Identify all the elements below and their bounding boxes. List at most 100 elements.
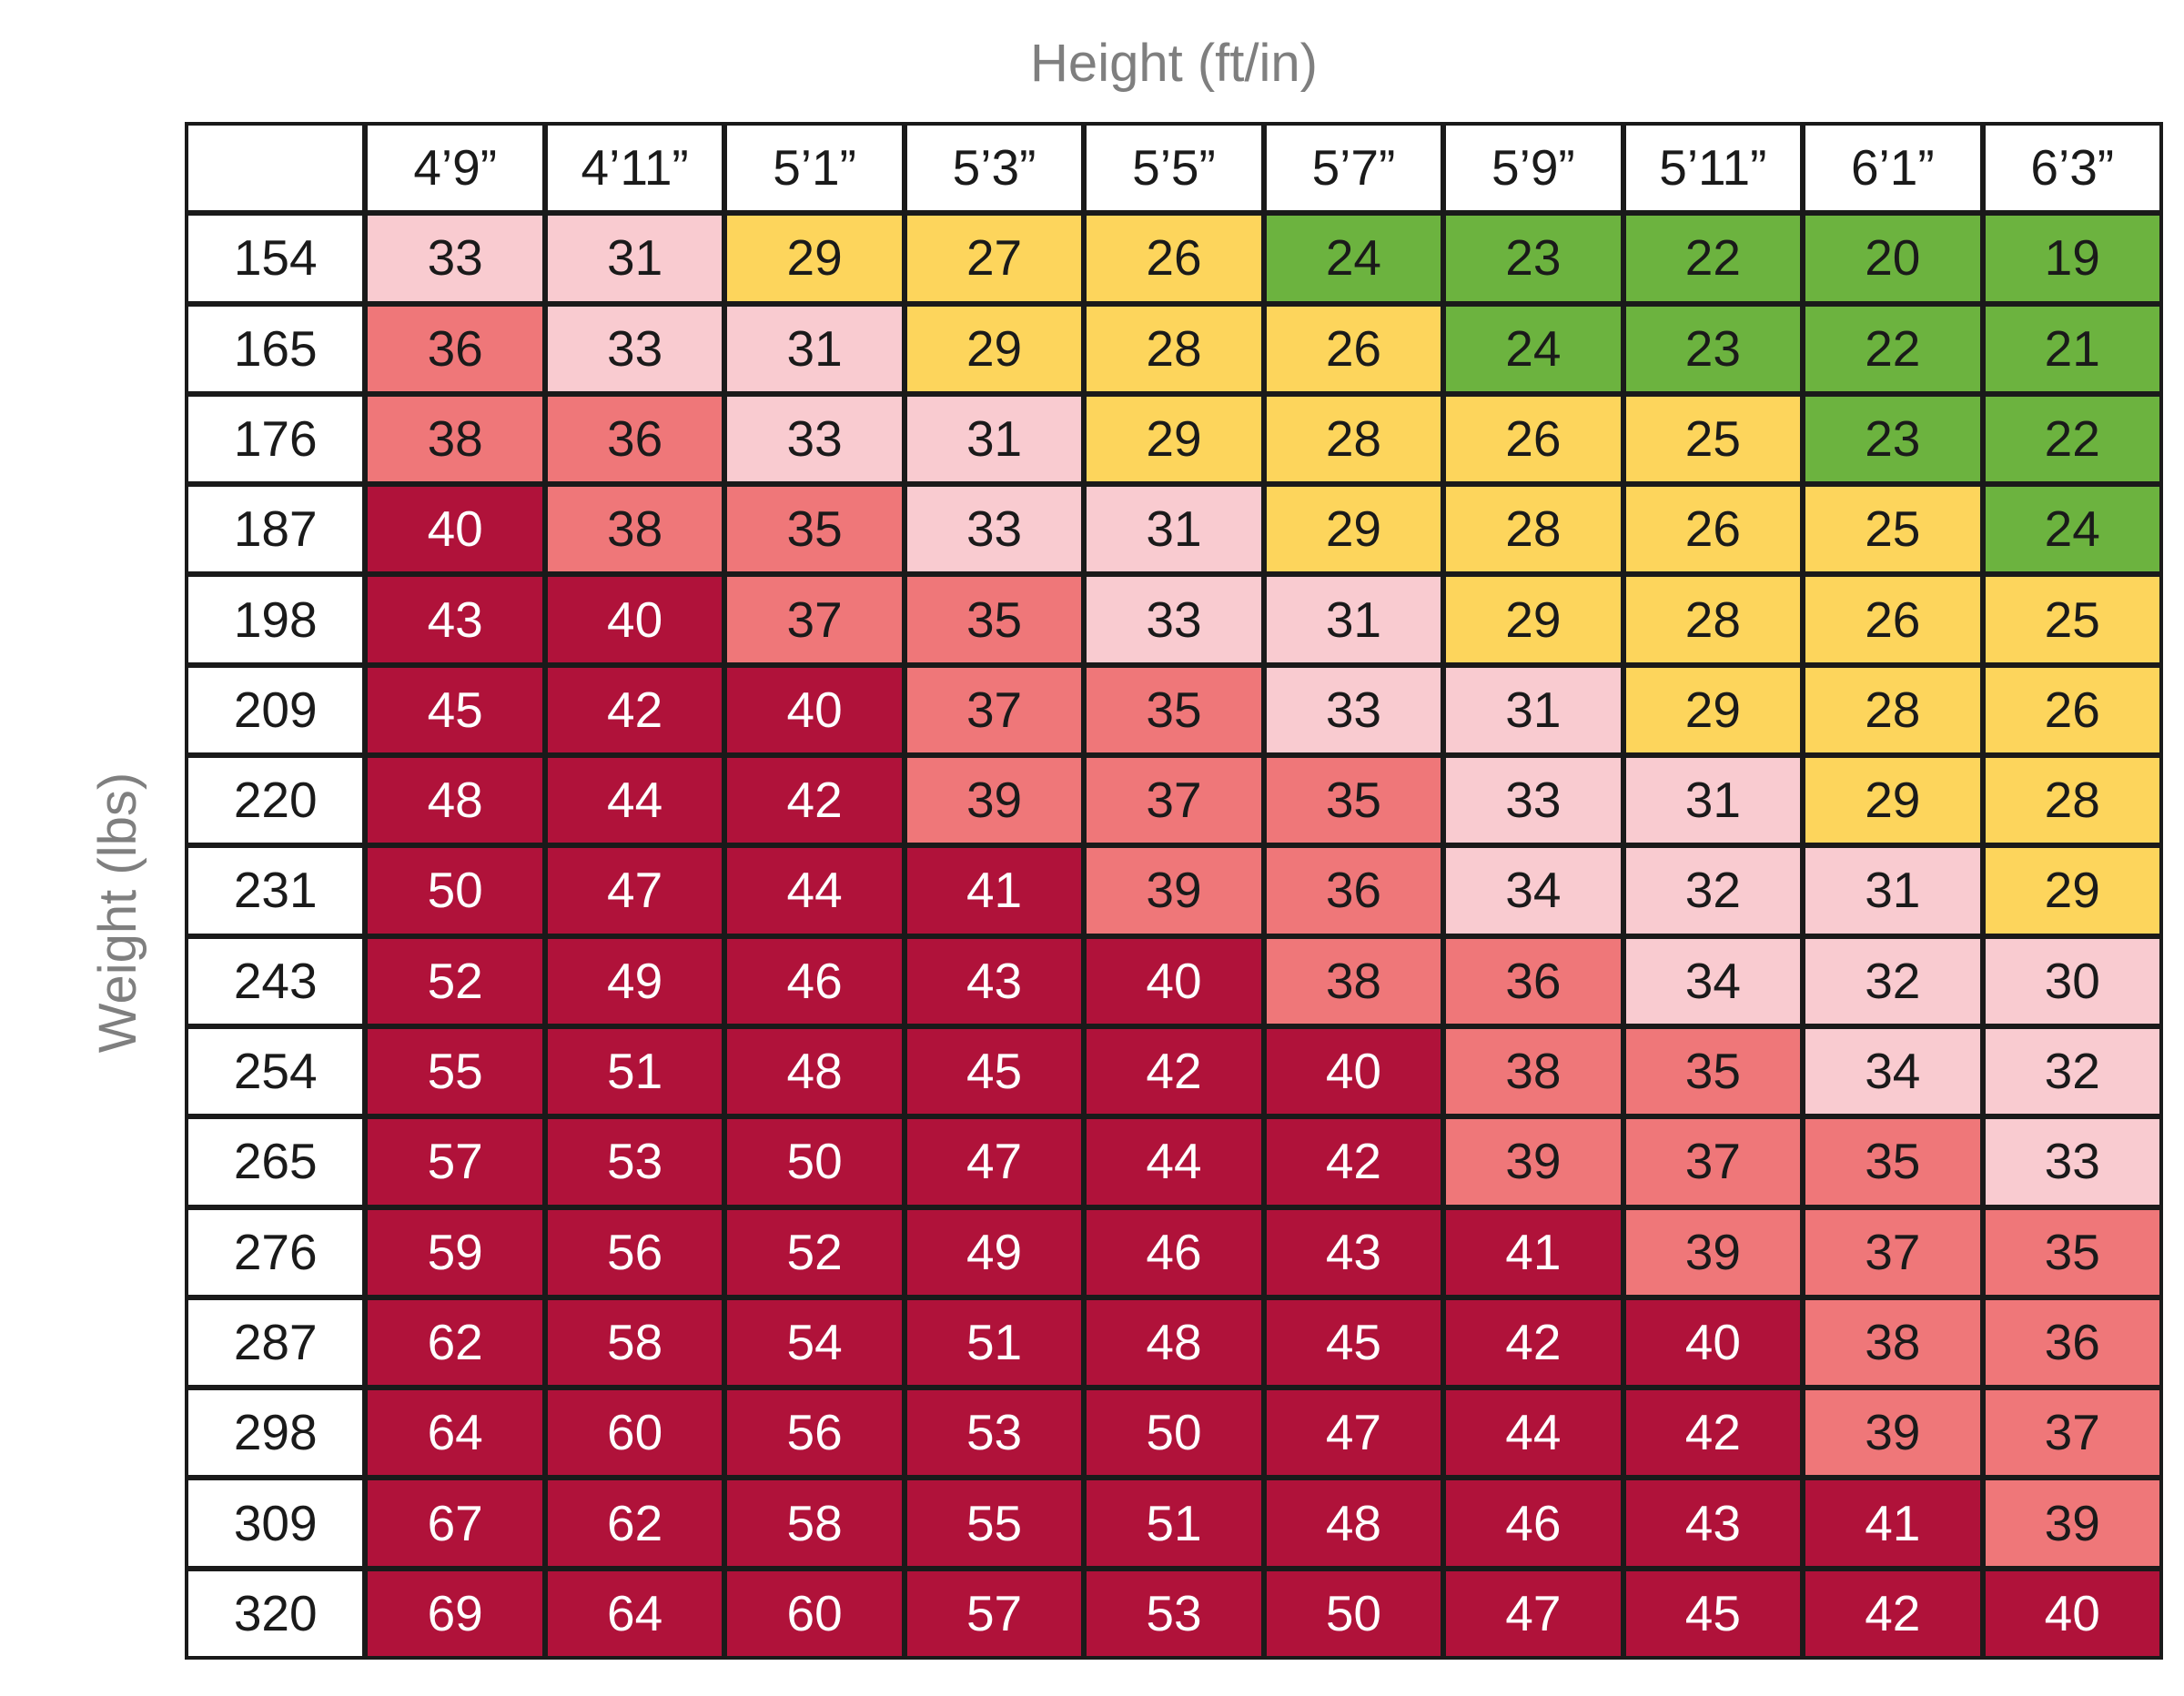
bmi-value-cell: 43 — [1266, 1209, 1441, 1295]
weight-header: 298 — [188, 1390, 363, 1476]
bmi-value-cell: 64 — [547, 1570, 723, 1656]
weight-header: 265 — [188, 1119, 363, 1205]
bmi-value-cell: 25 — [1625, 396, 1801, 482]
bmi-value-cell: 39 — [1087, 848, 1261, 934]
bmi-value-cell: 39 — [1985, 1480, 2159, 1566]
bmi-value-cell: 51 — [1087, 1480, 1261, 1566]
bmi-value-cell: 44 — [1087, 1119, 1261, 1205]
bmi-value-cell: 35 — [1087, 667, 1261, 753]
bmi-value-cell: 46 — [1446, 1480, 1621, 1566]
bmi-value-cell: 44 — [1446, 1390, 1621, 1476]
bmi-value-cell: 42 — [1266, 1119, 1441, 1205]
bmi-value-cell: 39 — [1446, 1119, 1621, 1205]
bmi-value-cell: 40 — [727, 667, 902, 753]
bmi-value-cell: 41 — [1446, 1209, 1621, 1295]
bmi-value-cell: 35 — [1805, 1119, 1980, 1205]
bmi-value-cell: 31 — [547, 216, 723, 301]
bmi-value-cell: 28 — [1805, 667, 1980, 753]
bmi-value-cell: 29 — [1985, 848, 2159, 934]
bmi-value-cell: 48 — [1087, 1299, 1261, 1386]
bmi-value-cell: 31 — [1266, 577, 1441, 662]
bmi-value-cell: 34 — [1446, 848, 1621, 934]
bmi-value-cell: 55 — [368, 1028, 542, 1115]
bmi-value-cell: 33 — [547, 306, 723, 391]
bmi-value-cell: 29 — [1805, 758, 1980, 843]
bmi-value-cell: 42 — [1446, 1299, 1621, 1386]
bmi-value-cell: 26 — [1446, 396, 1621, 482]
bmi-value-cell: 36 — [1446, 938, 1621, 1024]
bmi-value-cell: 31 — [727, 306, 902, 391]
bmi-value-cell: 28 — [1087, 306, 1261, 391]
bmi-value-cell: 32 — [1625, 848, 1801, 934]
height-header: 4’9” — [368, 126, 542, 211]
bmi-value-cell: 36 — [547, 396, 723, 482]
bmi-value-cell: 43 — [906, 938, 1082, 1024]
bmi-value-cell: 38 — [547, 487, 723, 572]
bmi-value-cell: 50 — [1266, 1570, 1441, 1656]
bmi-value-cell: 43 — [368, 577, 542, 662]
bmi-value-cell: 22 — [1985, 396, 2159, 482]
weight-header: 187 — [188, 487, 363, 572]
bmi-value-cell: 34 — [1805, 1028, 1980, 1115]
bmi-value-cell: 57 — [906, 1570, 1082, 1656]
height-header: 6’3” — [1985, 126, 2159, 211]
bmi-value-cell: 52 — [368, 938, 542, 1024]
bmi-value-cell: 33 — [368, 216, 542, 301]
bmi-value-cell: 44 — [547, 758, 723, 843]
bmi-value-cell: 49 — [547, 938, 723, 1024]
bmi-value-cell: 55 — [906, 1480, 1082, 1566]
weight-header: 254 — [188, 1028, 363, 1115]
weight-header: 243 — [188, 938, 363, 1024]
bmi-value-cell: 69 — [368, 1570, 542, 1656]
bmi-value-cell: 29 — [1446, 577, 1621, 662]
x-axis-title: Height (ft/in) — [1030, 34, 1318, 93]
bmi-value-cell: 29 — [1266, 487, 1441, 572]
weight-header: 287 — [188, 1299, 363, 1386]
bmi-value-cell: 51 — [906, 1299, 1082, 1386]
bmi-value-cell: 45 — [906, 1028, 1082, 1115]
bmi-value-cell: 37 — [1625, 1119, 1801, 1205]
weight-header: 309 — [188, 1480, 363, 1566]
bmi-value-cell: 46 — [727, 938, 902, 1024]
height-header: 5’11” — [1625, 126, 1801, 211]
bmi-value-cell: 40 — [547, 577, 723, 662]
weight-header: 209 — [188, 667, 363, 753]
bmi-value-cell: 26 — [1087, 216, 1261, 301]
bmi-value-cell: 28 — [1266, 396, 1441, 482]
bmi-value-cell: 39 — [1805, 1390, 1980, 1476]
bmi-value-cell: 33 — [1087, 577, 1261, 662]
bmi-value-cell: 42 — [727, 758, 902, 843]
bmi-value-cell: 40 — [368, 487, 542, 572]
bmi-value-cell: 31 — [1087, 487, 1261, 572]
bmi-value-cell: 21 — [1985, 306, 2159, 391]
bmi-value-cell: 33 — [1446, 758, 1621, 843]
bmi-value-cell: 58 — [547, 1299, 723, 1386]
bmi-value-cell: 37 — [1805, 1209, 1980, 1295]
bmi-value-cell: 40 — [1985, 1570, 2159, 1656]
bmi-value-cell: 36 — [1266, 848, 1441, 934]
bmi-value-cell: 50 — [1087, 1390, 1261, 1476]
bmi-value-cell: 23 — [1446, 216, 1621, 301]
bmi-value-cell: 45 — [1625, 1570, 1801, 1656]
bmi-value-cell: 42 — [1087, 1028, 1261, 1115]
bmi-value-cell: 26 — [1805, 577, 1980, 662]
bmi-value-cell: 32 — [1985, 1028, 2159, 1115]
weight-header: 320 — [188, 1570, 363, 1656]
weight-header: 176 — [188, 396, 363, 482]
bmi-value-cell: 40 — [1266, 1028, 1441, 1115]
weight-header: 220 — [188, 758, 363, 843]
bmi-value-cell: 34 — [1625, 938, 1801, 1024]
bmi-value-cell: 44 — [727, 848, 902, 934]
bmi-value-cell: 29 — [727, 216, 902, 301]
bmi-value-cell: 29 — [1087, 396, 1261, 482]
bmi-value-cell: 20 — [1805, 216, 1980, 301]
bmi-value-cell: 48 — [368, 758, 542, 843]
bmi-value-cell: 30 — [1985, 938, 2159, 1024]
bmi-value-cell: 52 — [727, 1209, 902, 1295]
y-axis-title: Weight (lbs) — [88, 772, 147, 1054]
bmi-value-cell: 28 — [1625, 577, 1801, 662]
bmi-value-cell: 38 — [368, 396, 542, 482]
bmi-value-cell: 24 — [1446, 306, 1621, 391]
bmi-value-cell: 60 — [547, 1390, 723, 1476]
bmi-value-cell: 19 — [1985, 216, 2159, 301]
